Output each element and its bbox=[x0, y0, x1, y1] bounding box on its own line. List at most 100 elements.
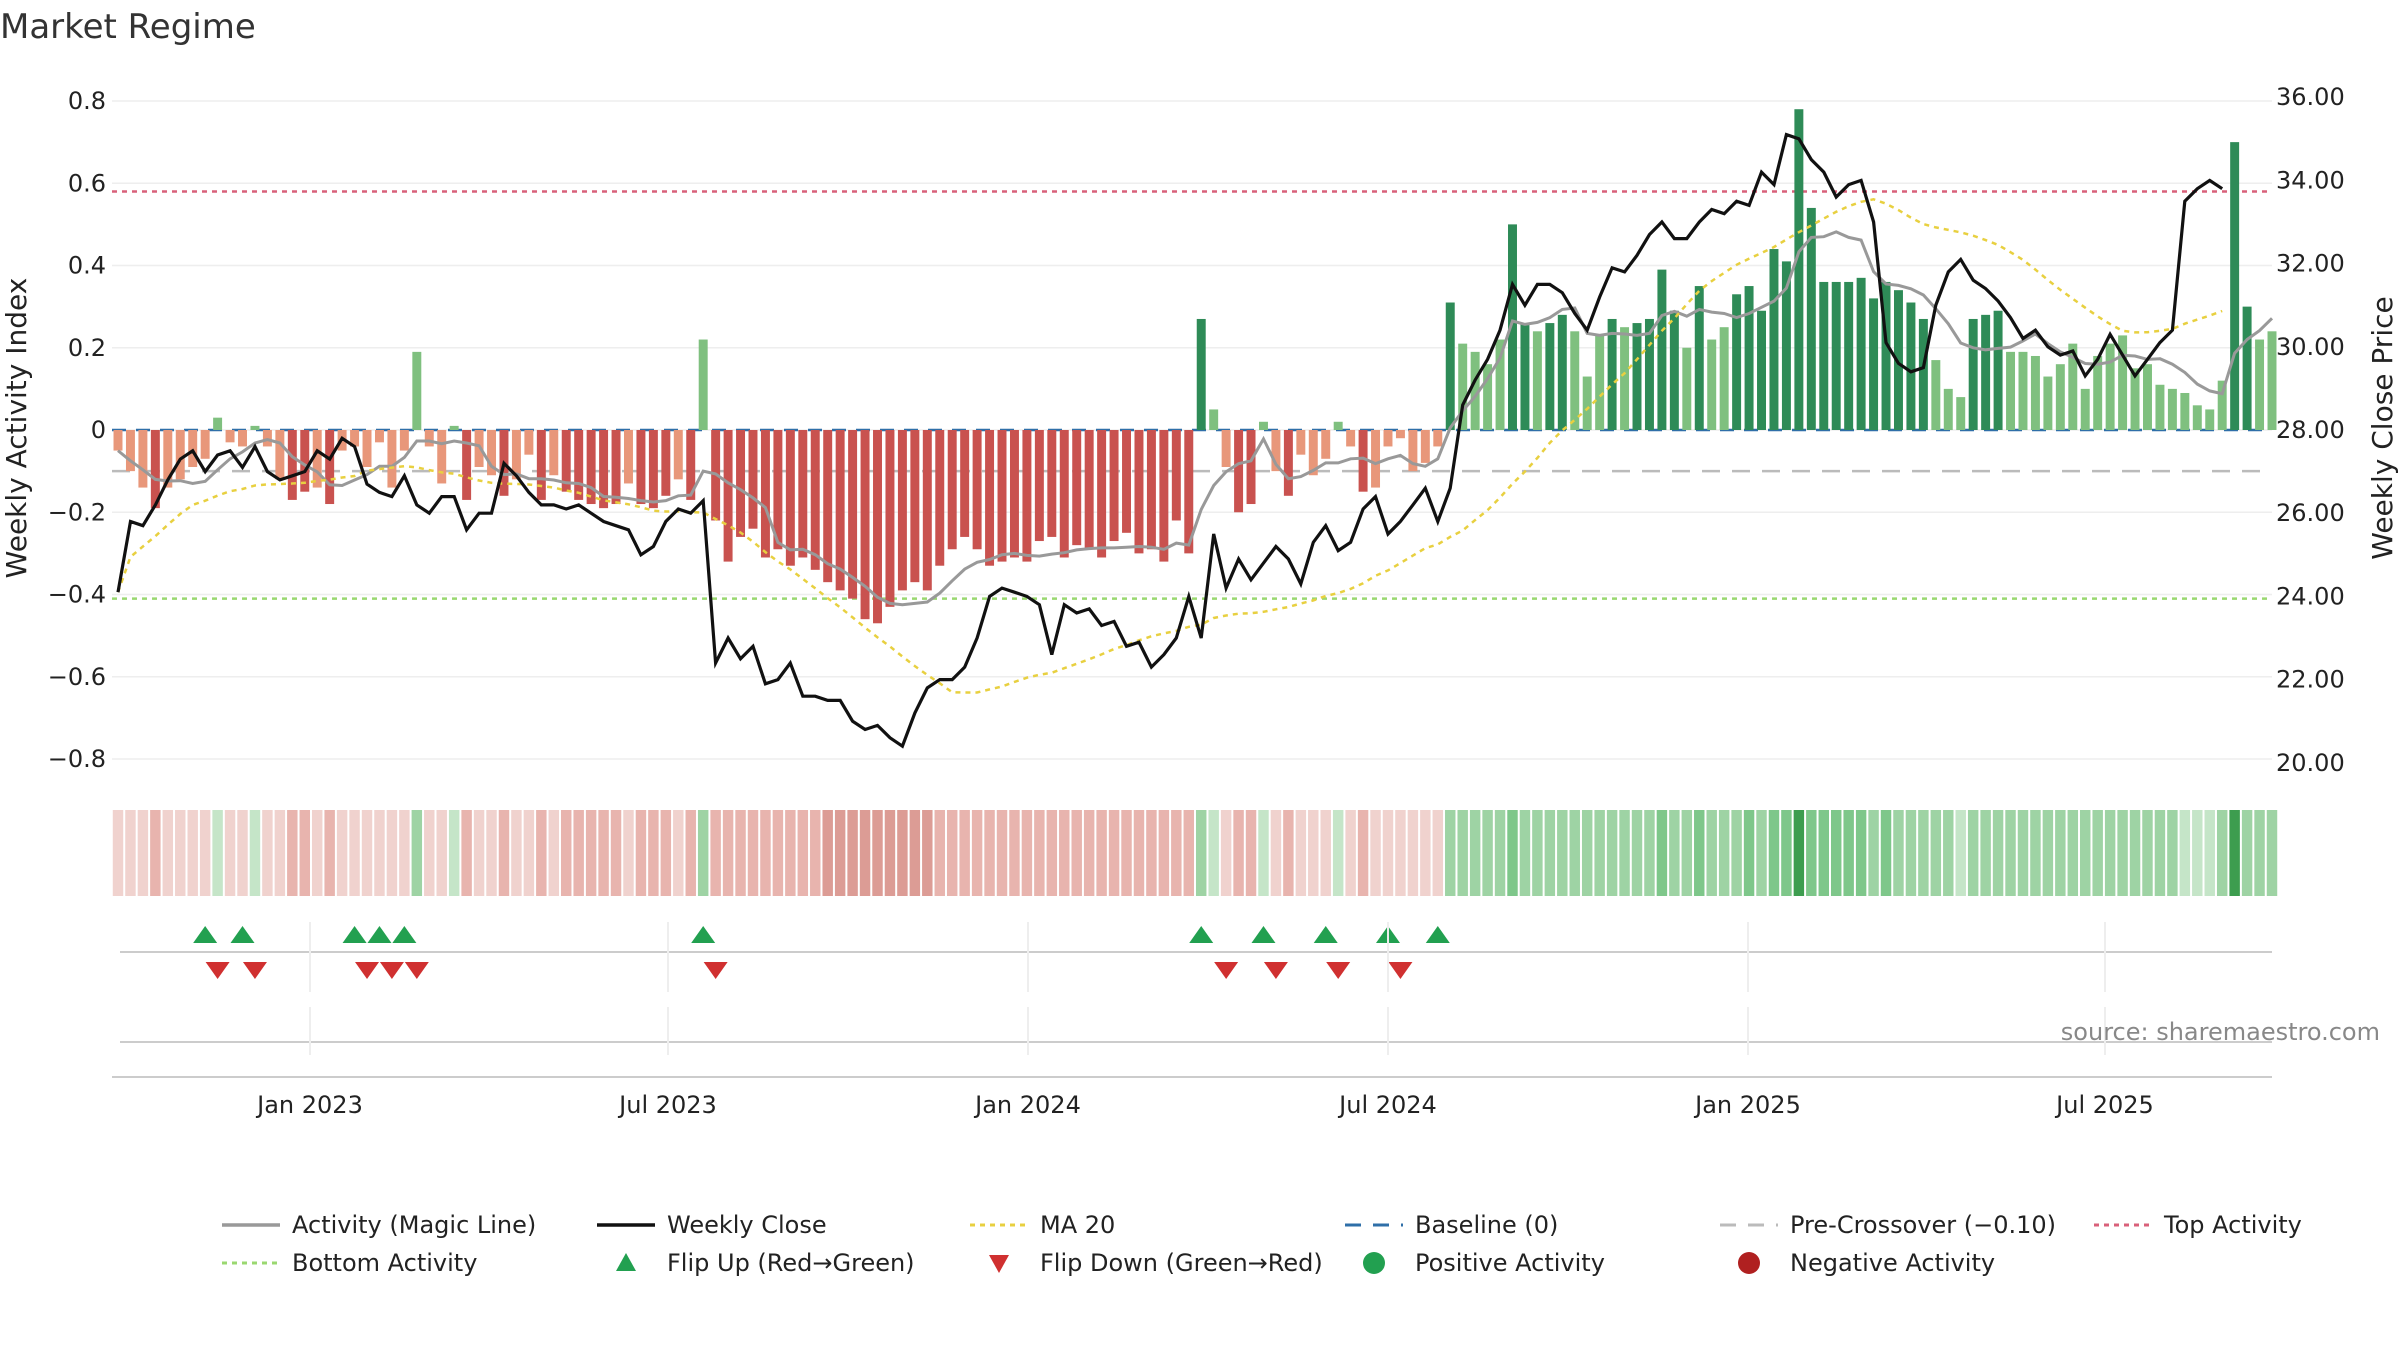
y-tick-right: 34.00 bbox=[2276, 166, 2345, 194]
activity-bar bbox=[2030, 355, 2040, 430]
regime-cell bbox=[262, 810, 273, 896]
regime-cell bbox=[1768, 810, 1780, 896]
regime-cell bbox=[909, 810, 921, 896]
activity-bar bbox=[848, 430, 858, 599]
y-tick-left: −0.2 bbox=[48, 498, 106, 526]
regime-cell bbox=[1407, 810, 1419, 896]
regime-cell bbox=[448, 810, 460, 896]
activity-bar bbox=[1893, 290, 1903, 430]
regime-cell bbox=[772, 810, 784, 896]
regime-cell bbox=[1756, 810, 1767, 896]
regime-cell bbox=[660, 810, 672, 896]
activity-bar bbox=[1744, 286, 1754, 430]
regime-cell bbox=[2229, 810, 2240, 896]
activity-bar bbox=[897, 430, 907, 591]
chart-title: Market Regime bbox=[0, 7, 256, 47]
activity-bar bbox=[1258, 421, 1268, 430]
legend-label: Flip Down (Green→Red) bbox=[1040, 1249, 1323, 1277]
activity-bar bbox=[1520, 323, 1530, 430]
regime-cell bbox=[137, 810, 149, 896]
activity-bar bbox=[1819, 281, 1829, 430]
y-tick-right: 28.00 bbox=[2276, 416, 2345, 444]
activity-bar bbox=[1059, 430, 1069, 558]
regime-cell bbox=[1544, 810, 1556, 896]
regime-cell bbox=[1905, 810, 1917, 896]
activity-bar bbox=[1333, 421, 1343, 430]
activity-bar bbox=[698, 339, 708, 430]
y-tick-right: 22.00 bbox=[2276, 666, 2345, 694]
flip-down-marker bbox=[1214, 962, 1239, 979]
activity-bar bbox=[1383, 430, 1393, 447]
activity-bar bbox=[250, 425, 260, 430]
regime-cell bbox=[1880, 810, 1892, 896]
regime-cell bbox=[884, 810, 896, 896]
activity-bar bbox=[922, 430, 932, 591]
flip-up-marker bbox=[392, 926, 417, 943]
y-tick-right: 36.00 bbox=[2276, 83, 2345, 111]
activity-bar bbox=[1097, 430, 1107, 558]
regime-cell bbox=[486, 810, 497, 896]
regime-cell bbox=[984, 810, 995, 896]
activity-bar bbox=[1644, 318, 1654, 430]
regime-cell bbox=[1943, 810, 1954, 896]
regime-cell bbox=[1420, 810, 1431, 896]
regime-cell bbox=[2204, 810, 2215, 896]
regime-cell bbox=[1270, 810, 1282, 896]
activity-bar bbox=[1682, 347, 1692, 430]
activity-bar bbox=[1122, 430, 1132, 533]
y-tick-left: 0.2 bbox=[68, 334, 106, 362]
regime-cell bbox=[760, 810, 771, 896]
regime-cell bbox=[2129, 810, 2141, 896]
activity-bar bbox=[1321, 430, 1331, 459]
y-tick-right: 26.00 bbox=[2276, 499, 2345, 527]
regime-cell bbox=[635, 810, 647, 896]
activity-bar bbox=[1881, 281, 1891, 430]
activity-bar bbox=[1433, 430, 1443, 447]
regime-cell bbox=[1507, 810, 1518, 896]
series-lines bbox=[116, 132, 2274, 749]
activity-bar bbox=[2068, 343, 2078, 430]
regime-cell bbox=[424, 810, 435, 896]
regime-cell bbox=[1258, 810, 1269, 896]
legend-label: Activity (Magic Line) bbox=[292, 1211, 536, 1239]
activity-bar bbox=[1620, 327, 1630, 430]
regime-cell bbox=[722, 810, 734, 896]
activity-bar bbox=[1582, 376, 1592, 430]
regime-cell bbox=[1096, 810, 1107, 896]
regime-cell bbox=[150, 810, 161, 896]
regime-cell bbox=[411, 810, 423, 896]
activity-bar bbox=[487, 430, 497, 476]
activity-bar bbox=[2143, 364, 2152, 430]
activity-bar bbox=[1271, 430, 1281, 472]
activity-bar bbox=[773, 430, 783, 550]
regime-cell bbox=[697, 810, 709, 896]
legend-label: Flip Up (Red→Green) bbox=[667, 1249, 915, 1277]
activity-bar bbox=[1470, 351, 1480, 430]
regime-cell bbox=[386, 810, 398, 896]
regime-cell bbox=[1108, 810, 1120, 896]
activity-bar bbox=[1831, 281, 1841, 430]
legend-label: Weekly Close bbox=[667, 1211, 827, 1239]
activity-bar bbox=[1545, 323, 1555, 430]
regime-cell bbox=[1233, 810, 1244, 896]
regime-cell bbox=[2117, 810, 2128, 896]
regime-cell bbox=[1843, 810, 1854, 896]
activity-bar bbox=[574, 430, 584, 500]
activity-bar bbox=[1346, 430, 1356, 447]
legend-label: Bottom Activity bbox=[292, 1249, 477, 1277]
activity-bar bbox=[1159, 430, 1169, 562]
activity-bar bbox=[648, 430, 658, 509]
activity-bar bbox=[935, 430, 945, 566]
activity-bar bbox=[213, 417, 223, 430]
regime-cell bbox=[810, 810, 821, 896]
activity-bar bbox=[1869, 298, 1879, 430]
regime-cell bbox=[162, 810, 174, 896]
regime-cell bbox=[1034, 810, 1045, 896]
regime-cell bbox=[125, 810, 136, 896]
activity-bar bbox=[1483, 364, 1493, 430]
legend-swatch bbox=[1738, 1252, 1760, 1274]
regime-cell bbox=[1855, 810, 1867, 896]
regime-cell bbox=[735, 810, 746, 896]
activity-bar bbox=[997, 430, 1007, 562]
